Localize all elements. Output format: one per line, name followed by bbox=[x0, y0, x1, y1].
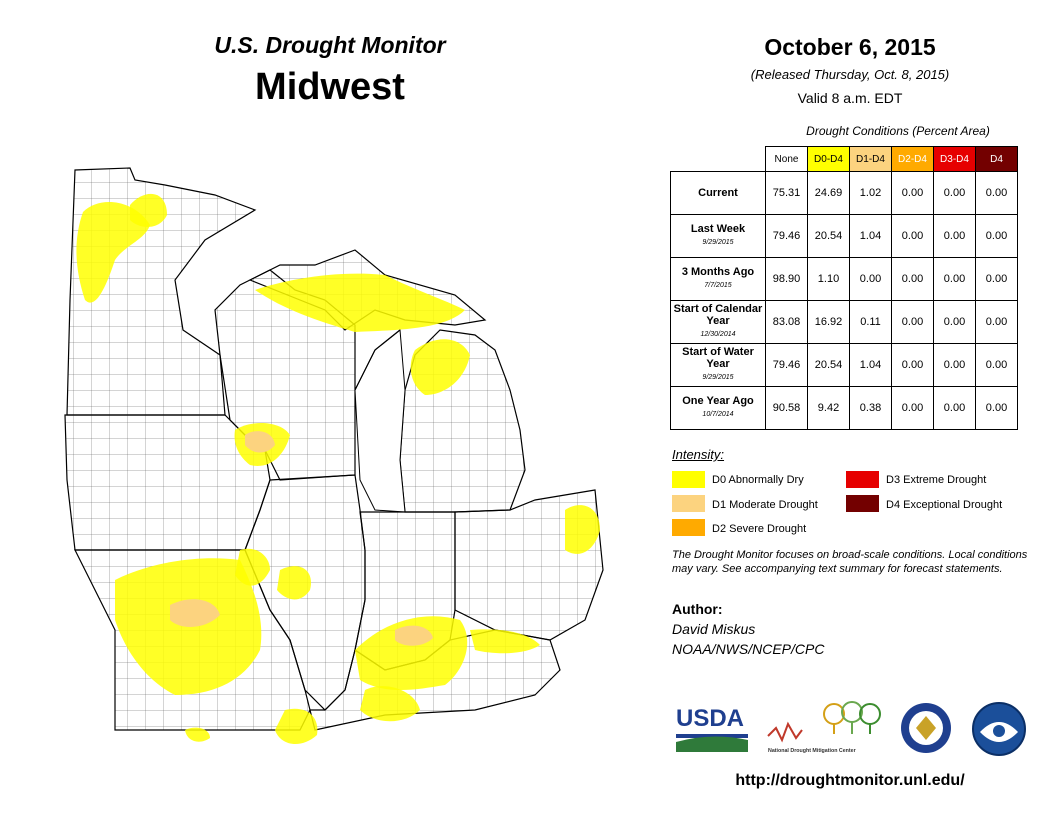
row-label: One Year Ago 10/7/2014 bbox=[670, 386, 766, 430]
legend-swatch-d2 bbox=[672, 519, 705, 536]
cell: 0.00 bbox=[849, 257, 892, 301]
cell: 0.38 bbox=[849, 386, 892, 430]
cell: 75.31 bbox=[765, 171, 808, 215]
legend-label-d1: D1 Moderate Drought bbox=[712, 499, 818, 511]
cell: 0.00 bbox=[933, 386, 976, 430]
table-row: Start of Water Year 9/29/2015 79.46 20.54… bbox=[670, 343, 1018, 387]
cell: 20.54 bbox=[807, 214, 850, 258]
cell: 0.00 bbox=[933, 300, 976, 344]
author-org: NOAA/NWS/NCEP/CPC bbox=[672, 641, 825, 657]
cell: 0.00 bbox=[933, 343, 976, 387]
cell: 0.00 bbox=[975, 386, 1018, 430]
col-header: D4 bbox=[975, 146, 1018, 172]
website-link[interactable]: http://droughtmonitor.unl.edu/ bbox=[735, 772, 965, 789]
legend-label-d0: D0 Abnormally Dry bbox=[712, 474, 804, 486]
cell: 83.08 bbox=[765, 300, 808, 344]
cell: 0.00 bbox=[891, 343, 934, 387]
cell: 1.02 bbox=[849, 171, 892, 215]
cell: 1.04 bbox=[849, 343, 892, 387]
release-date: (Released Thursday, Oct. 8, 2015) bbox=[750, 67, 950, 82]
conditions-title: Drought Conditions (Percent Area) bbox=[806, 124, 990, 138]
cell: 9.42 bbox=[807, 386, 850, 430]
usda-logo-text: USDA bbox=[676, 705, 744, 732]
table-row: Current 75.31 24.69 1.02 0.00 0.00 0.00 bbox=[670, 171, 1018, 215]
cell: 0.00 bbox=[975, 300, 1018, 344]
cell: 0.00 bbox=[891, 300, 934, 344]
region-title: Midwest bbox=[255, 66, 405, 108]
cell: 0.00 bbox=[933, 171, 976, 215]
cell: 0.00 bbox=[891, 386, 934, 430]
table-row: Last Week 9/29/2015 79.46 20.54 1.04 0.00… bbox=[670, 214, 1018, 258]
col-header: D0-D4 bbox=[807, 146, 850, 172]
row-label: Start of Calendar Year 12/30/2014 bbox=[670, 300, 766, 344]
cell: 16.92 bbox=[807, 300, 850, 344]
cell: 24.69 bbox=[807, 171, 850, 215]
drought-d0-areas bbox=[76, 193, 600, 745]
cell: 90.58 bbox=[765, 386, 808, 430]
legend-swatch-d4 bbox=[846, 495, 879, 512]
row-label: 3 Months Ago 7/7/2015 bbox=[670, 257, 766, 301]
legend-swatch-d1 bbox=[672, 495, 705, 512]
cell: 0.00 bbox=[891, 257, 934, 301]
author-name: David Miskus bbox=[672, 621, 756, 637]
row-label: Last Week 9/29/2015 bbox=[670, 214, 766, 258]
legend-label-d4: D4 Exceptional Drought bbox=[886, 499, 1003, 511]
cell: 20.54 bbox=[807, 343, 850, 387]
cell: 0.00 bbox=[975, 343, 1018, 387]
cell: 0.00 bbox=[933, 257, 976, 301]
cell: 79.46 bbox=[765, 343, 808, 387]
valid-time: Valid 8 a.m. EDT bbox=[797, 90, 903, 106]
cell: 79.46 bbox=[765, 214, 808, 258]
tree-icon bbox=[823, 701, 881, 734]
drought-map bbox=[64, 167, 604, 745]
row-label: Current bbox=[670, 171, 766, 215]
cell: 0.00 bbox=[975, 214, 1018, 258]
col-header: D1-D4 bbox=[849, 146, 892, 172]
author-title: Author: bbox=[672, 601, 723, 617]
disclaimer-note: The Drought Monitor focuses on broad-sca… bbox=[672, 549, 1028, 575]
lake-michigan bbox=[354, 329, 406, 513]
map-outline bbox=[354, 329, 401, 391]
ndmc-logo: National Drought Mitigation Center bbox=[766, 700, 886, 756]
conditions-table: None D0-D4 D1-D4 D2-D4 D3-D4 D4 Current … bbox=[670, 146, 1018, 430]
legend-label-d2: D2 Severe Drought bbox=[712, 523, 807, 535]
cell: 0.00 bbox=[975, 257, 1018, 301]
cell: 0.11 bbox=[849, 300, 892, 344]
drought-d1-areas bbox=[170, 431, 433, 646]
row-label: Start of Water Year 9/29/2015 bbox=[670, 343, 766, 387]
product-title: U.S. Drought Monitor bbox=[214, 32, 446, 58]
cell: 0.00 bbox=[891, 214, 934, 258]
cell: 1.10 bbox=[807, 257, 850, 301]
cell: 0.00 bbox=[891, 171, 934, 215]
noaa-logo-icon bbox=[972, 702, 1026, 756]
table-row: 3 Months Ago 7/7/2015 98.90 1.10 0.00 0.0… bbox=[670, 257, 1018, 301]
table-row: One Year Ago 10/7/2014 90.58 9.42 0.38 0.… bbox=[670, 386, 1018, 430]
col-header: D2-D4 bbox=[891, 146, 934, 172]
table-row: Start of Calendar Year 12/30/2014 83.08 1… bbox=[670, 300, 1018, 344]
col-header: None bbox=[765, 146, 808, 172]
ndmc-logo-text: National Drought Mitigation Center bbox=[768, 748, 856, 754]
legend-swatch-d0 bbox=[672, 471, 705, 488]
legend-swatch-d3 bbox=[846, 471, 879, 488]
legend-label-d3: D3 Extreme Drought bbox=[886, 474, 987, 486]
department-of-commerce-seal-icon bbox=[900, 702, 952, 754]
intensity-title: Intensity: bbox=[672, 447, 725, 462]
cell: 98.90 bbox=[765, 257, 808, 301]
cell: 0.00 bbox=[933, 214, 976, 258]
col-header: D3-D4 bbox=[933, 146, 976, 172]
map-date: October 6, 2015 bbox=[764, 34, 936, 60]
cell: 0.00 bbox=[975, 171, 1018, 215]
states-layer bbox=[64, 167, 604, 731]
cell: 1.04 bbox=[849, 214, 892, 258]
usda-logo: USDA bbox=[672, 700, 752, 755]
